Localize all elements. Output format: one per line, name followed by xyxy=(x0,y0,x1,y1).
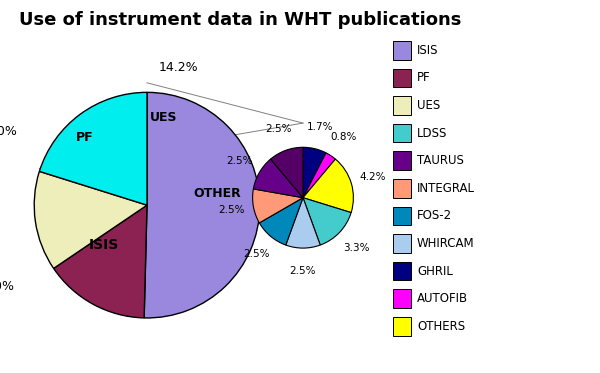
Text: AUTOFIB: AUTOFIB xyxy=(417,292,468,305)
Wedge shape xyxy=(271,147,303,198)
Text: 15.0%: 15.0% xyxy=(0,125,18,138)
Text: 3.3%: 3.3% xyxy=(343,243,369,253)
Wedge shape xyxy=(286,198,320,248)
Text: 2.5%: 2.5% xyxy=(243,249,269,258)
Text: ISIS: ISIS xyxy=(89,238,119,252)
Wedge shape xyxy=(40,93,147,205)
Text: UES: UES xyxy=(417,99,440,112)
Text: 20.0%: 20.0% xyxy=(271,199,311,211)
Text: 14.2%: 14.2% xyxy=(159,61,199,74)
Text: 4.2%: 4.2% xyxy=(360,172,386,182)
Text: OTHER: OTHER xyxy=(193,187,241,200)
Text: ISIS: ISIS xyxy=(417,44,439,57)
Text: Use of instrument data in WHT publications: Use of instrument data in WHT publicatio… xyxy=(19,11,461,29)
Text: 2.5%: 2.5% xyxy=(218,206,244,215)
Text: 0.8%: 0.8% xyxy=(330,132,356,142)
Text: PF: PF xyxy=(417,72,431,84)
Text: TAURUS: TAURUS xyxy=(417,154,464,167)
Text: OTHERS: OTHERS xyxy=(417,320,465,333)
Wedge shape xyxy=(34,171,147,269)
Wedge shape xyxy=(303,159,353,213)
Wedge shape xyxy=(253,159,303,198)
Text: FOS-2: FOS-2 xyxy=(417,210,452,222)
Text: GHRIL: GHRIL xyxy=(417,265,453,278)
Wedge shape xyxy=(144,93,260,318)
Text: PF: PF xyxy=(76,131,94,144)
Text: 50%: 50% xyxy=(0,280,14,293)
Wedge shape xyxy=(253,189,303,223)
Wedge shape xyxy=(303,153,335,198)
Text: 2.5%: 2.5% xyxy=(290,266,316,276)
Text: 2.5%: 2.5% xyxy=(265,124,291,134)
Wedge shape xyxy=(53,205,147,318)
Text: UES: UES xyxy=(150,111,178,124)
Text: LDSS: LDSS xyxy=(417,127,448,140)
Wedge shape xyxy=(303,147,326,198)
Text: 1.7%: 1.7% xyxy=(307,122,334,132)
Wedge shape xyxy=(303,198,351,245)
Text: WHIRCAM: WHIRCAM xyxy=(417,237,475,250)
Text: INTEGRAL: INTEGRAL xyxy=(417,182,475,195)
Wedge shape xyxy=(259,198,303,245)
Text: 2.5%: 2.5% xyxy=(226,156,253,166)
